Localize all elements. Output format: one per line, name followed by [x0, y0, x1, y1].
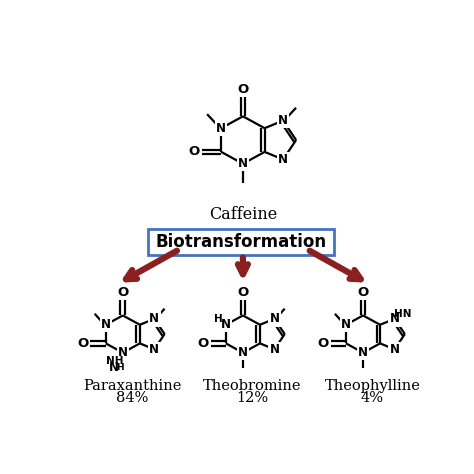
Text: N: N	[269, 343, 280, 356]
Text: N: N	[149, 312, 159, 325]
Text: H: H	[214, 314, 223, 324]
Text: N: N	[216, 122, 226, 135]
Text: O: O	[357, 286, 369, 299]
Text: N: N	[101, 318, 111, 331]
Text: 84%: 84%	[116, 391, 148, 405]
Text: N: N	[109, 361, 119, 374]
Text: HN: HN	[394, 309, 412, 319]
Text: Caffeine: Caffeine	[209, 206, 277, 223]
Text: Theobromine: Theobromine	[203, 379, 301, 392]
Text: O: O	[317, 337, 328, 350]
Text: NH: NH	[106, 356, 123, 366]
Text: N: N	[358, 346, 368, 359]
Text: N: N	[390, 343, 400, 356]
Text: N: N	[390, 312, 400, 325]
Text: N: N	[278, 153, 288, 166]
Text: N: N	[269, 312, 280, 325]
Text: Biotransformation: Biotransformation	[156, 233, 327, 251]
Text: Theophylline: Theophylline	[324, 379, 420, 392]
Text: O: O	[237, 83, 248, 96]
Text: N: N	[341, 318, 351, 331]
Text: Paraxanthine: Paraxanthine	[83, 379, 181, 392]
Text: O: O	[188, 146, 200, 158]
Text: O: O	[77, 337, 88, 350]
Text: 4%: 4%	[361, 391, 384, 405]
Text: O: O	[237, 286, 248, 299]
Text: N: N	[118, 346, 128, 359]
Text: 12%: 12%	[236, 391, 268, 405]
Text: H: H	[117, 363, 124, 372]
Text: N: N	[278, 114, 288, 127]
FancyBboxPatch shape	[148, 228, 334, 255]
Text: N: N	[238, 346, 248, 359]
Text: O: O	[197, 337, 209, 350]
Text: O: O	[117, 286, 128, 299]
Text: N: N	[238, 157, 248, 170]
Text: N: N	[149, 343, 159, 356]
Text: N: N	[221, 318, 231, 331]
